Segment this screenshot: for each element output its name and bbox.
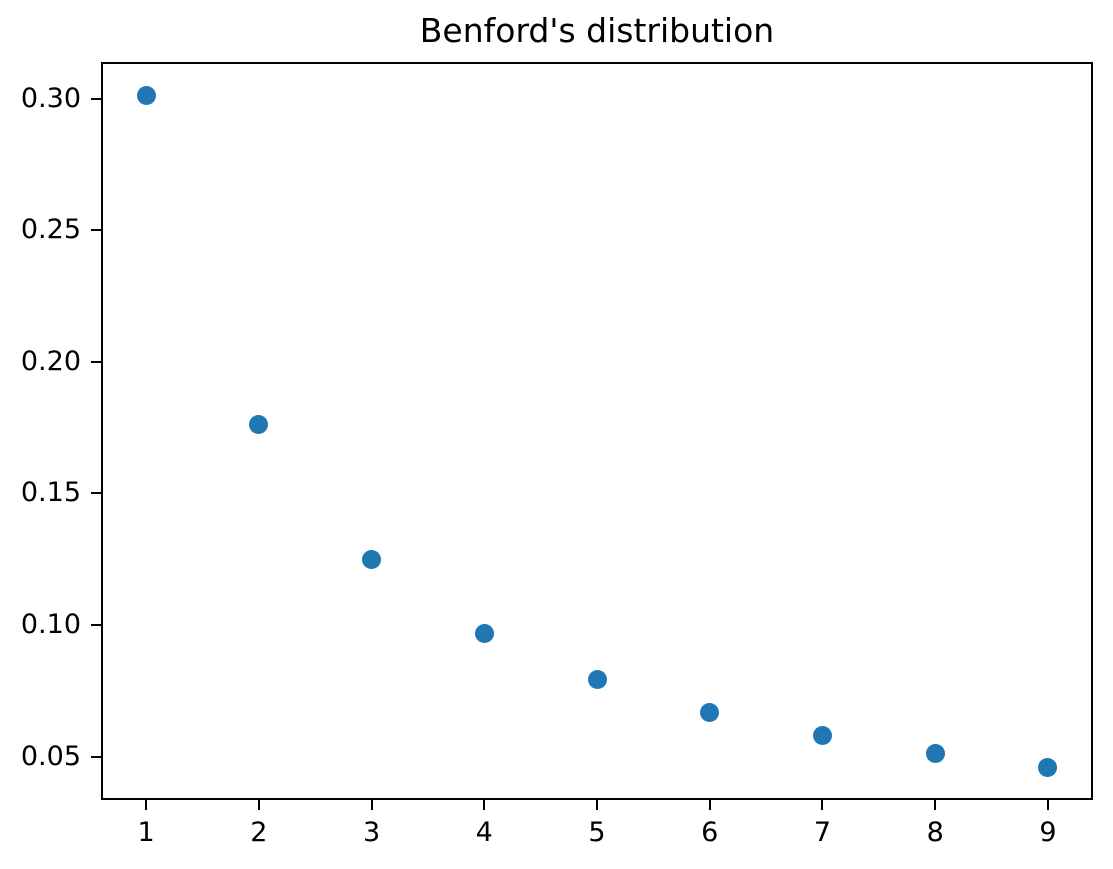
x-axis-tick [483,800,486,810]
data-point [136,86,156,106]
x-axis-tick-label: 5 [588,817,606,848]
y-axis-tick [91,229,101,232]
chart-title: Benford's distribution [419,11,775,50]
y-axis-tick [91,755,101,758]
x-axis-tick-label: 4 [475,817,493,848]
data-point [812,726,832,746]
y-axis-tick-label: 0.15 [20,477,81,509]
x-axis-tick-label: 6 [701,817,719,848]
plot-area [101,62,1093,800]
data-point [362,549,382,569]
x-axis-tick-label: 9 [1039,817,1057,848]
y-axis-tick-label: 0.05 [20,740,81,772]
y-axis-tick [91,492,101,495]
data-point [474,623,494,643]
x-axis-tick [1046,800,1049,810]
x-axis-tick [934,800,937,810]
x-axis-tick-label: 1 [137,817,155,848]
y-axis-tick-label: 0.20 [20,345,81,377]
data-point [700,702,720,722]
x-axis-tick [370,800,373,810]
data-point [587,670,607,690]
data-point [925,743,945,763]
x-axis-tick [257,800,260,810]
data-point [1038,758,1058,778]
x-axis-tick-label: 3 [362,817,381,848]
y-axis-tick-label: 0.10 [20,608,81,640]
x-axis-tick [596,800,598,810]
x-axis-tick [708,800,711,810]
x-axis-tick-label: 2 [250,817,268,848]
y-axis-tick-label: 0.30 [20,82,81,114]
y-axis-tick-label: 0.25 [20,214,81,246]
x-axis-tick-label: 7 [813,817,832,848]
y-axis-tick [91,623,101,626]
y-axis-tick [91,97,101,100]
x-axis-tick-label: 8 [926,817,944,848]
data-point [249,415,269,435]
x-axis-tick [821,800,824,810]
x-axis-tick [145,800,148,810]
y-axis-tick [91,360,101,363]
